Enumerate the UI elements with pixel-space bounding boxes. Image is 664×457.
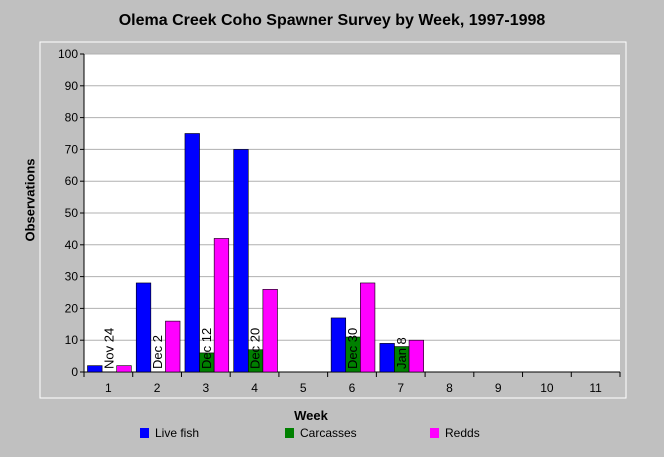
y-tick-label: 20 bbox=[65, 301, 79, 315]
legend-swatch-live-fish bbox=[140, 428, 149, 438]
y-tick-label: 40 bbox=[65, 238, 79, 252]
y-tick-label: 100 bbox=[58, 47, 78, 61]
y-axis-label: Observations bbox=[22, 158, 38, 242]
x-tick-label: 11 bbox=[589, 381, 602, 395]
x-tick-label: 7 bbox=[397, 381, 404, 395]
date-annotation: Nov 24 bbox=[101, 328, 116, 369]
y-tick-label: 90 bbox=[65, 79, 79, 93]
legend-item-live-fish: Live fish bbox=[140, 426, 199, 440]
x-tick-label: 9 bbox=[495, 381, 502, 395]
bar-live-fish bbox=[330, 317, 347, 373]
y-tick-label: 10 bbox=[65, 333, 79, 347]
x-tick-label: 3 bbox=[202, 381, 209, 395]
bar-live-fish bbox=[379, 343, 395, 373]
y-tick-label: 60 bbox=[65, 174, 79, 188]
legend-swatch-redds bbox=[430, 428, 439, 438]
date-annotation: Jan 8 bbox=[394, 337, 409, 369]
date-annotation: Dec 12 bbox=[199, 328, 214, 369]
date-annotation: Dec 2 bbox=[150, 335, 165, 369]
y-tick-label: 30 bbox=[65, 270, 79, 284]
legend-swatch-carcasses bbox=[285, 428, 294, 438]
date-annotation: Dec 20 bbox=[248, 328, 263, 369]
legend-label-redds: Redds bbox=[445, 426, 480, 440]
legend-item-redds: Redds bbox=[430, 426, 480, 440]
y-tick-label: 0 bbox=[71, 365, 78, 379]
legend-label-carcasses: Carcasses bbox=[300, 426, 357, 440]
y-tick-label: 50 bbox=[65, 206, 79, 220]
bar-live-fish bbox=[87, 365, 103, 373]
x-axis-label: Week bbox=[294, 408, 328, 423]
bar-live-fish bbox=[135, 282, 152, 373]
bar-live-fish bbox=[233, 149, 249, 373]
bar-redds bbox=[408, 339, 424, 373]
bar-redds bbox=[213, 238, 230, 373]
x-tick-label: 10 bbox=[540, 381, 554, 395]
x-tick-label: 1 bbox=[105, 381, 112, 395]
x-tick-label: 6 bbox=[349, 381, 356, 395]
y-tick-label: 70 bbox=[65, 142, 79, 156]
x-tick-label: 5 bbox=[300, 381, 307, 395]
bar-redds bbox=[262, 289, 278, 373]
date-annotation: Dec 30 bbox=[345, 328, 360, 369]
bar-redds bbox=[116, 365, 132, 373]
x-tick-label: 8 bbox=[446, 381, 453, 395]
bar-redds bbox=[360, 282, 376, 373]
x-tick-label: 2 bbox=[154, 381, 161, 395]
y-tick-label: 80 bbox=[65, 111, 79, 125]
legend-label-live-fish: Live fish bbox=[155, 426, 200, 440]
bar-live-fish bbox=[184, 133, 200, 373]
legend-item-carcasses: Carcasses bbox=[285, 426, 357, 440]
bar-redds bbox=[165, 320, 181, 373]
x-tick-label: 4 bbox=[251, 381, 258, 395]
chart-title: Olema Creek Coho Spawner Survey by Week,… bbox=[118, 12, 546, 29]
